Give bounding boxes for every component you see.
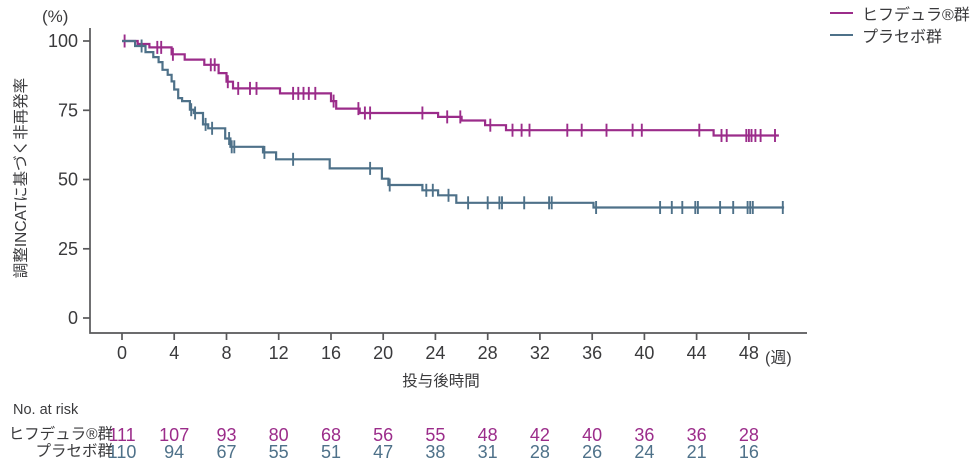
svg-text:48: 48 — [739, 343, 759, 363]
legend-item-hifdura: ヒフデュラ®群 — [830, 2, 970, 24]
svg-text:8: 8 — [221, 343, 231, 363]
svg-text:55: 55 — [269, 442, 289, 461]
svg-text:36: 36 — [582, 343, 602, 363]
svg-text:26: 26 — [582, 442, 602, 461]
svg-text:28: 28 — [478, 343, 498, 363]
svg-text:21: 21 — [687, 442, 707, 461]
svg-text:107: 107 — [159, 425, 189, 445]
svg-text:28: 28 — [739, 425, 759, 445]
hifdura-line-swatch — [830, 11, 853, 15]
km-curve — [122, 39, 785, 209]
at-risk-row-label-hifdura: ヒフデュラ®群 — [8, 426, 113, 443]
svg-text:28: 28 — [530, 442, 550, 461]
svg-text:80: 80 — [269, 425, 289, 445]
svg-text:24: 24 — [634, 442, 654, 461]
svg-text:100: 100 — [48, 31, 78, 51]
x-axis-title: 投与後時間 — [402, 373, 480, 390]
svg-text:20: 20 — [373, 343, 393, 363]
svg-text:25: 25 — [58, 239, 78, 259]
axes — [89, 28, 807, 334]
at-risk-row-0: 111 107 93 80 68 56 55 48 42 40 36 36 28 — [108, 425, 759, 445]
series-1 — [122, 39, 785, 214]
x-axis-ticks: 0 4 8 12 16 20 24 28 32 36 40 44 48 — [117, 333, 759, 363]
y-axis-unit-label: (%) — [42, 7, 69, 26]
at-risk-row-1: 110 94 67 55 51 47 38 31 28 26 24 21 16 — [108, 442, 759, 461]
km-curve — [122, 39, 779, 137]
svg-text:68: 68 — [321, 425, 341, 445]
x-axis-unit-label: (週) — [765, 350, 792, 367]
legend: ヒフデュラ®群 プラセボ群 — [830, 2, 970, 46]
svg-text:40: 40 — [582, 425, 602, 445]
svg-text:50: 50 — [58, 170, 78, 190]
svg-text:94: 94 — [164, 442, 184, 461]
legend-item-placebo: プラセボ群 — [830, 24, 970, 46]
svg-text:4: 4 — [169, 343, 179, 363]
svg-text:31: 31 — [478, 442, 498, 461]
svg-text:110: 110 — [108, 442, 137, 461]
svg-text:40: 40 — [634, 343, 654, 363]
svg-text:36: 36 — [634, 425, 654, 445]
svg-text:44: 44 — [687, 343, 707, 363]
svg-text:48: 48 — [478, 425, 498, 445]
svg-text:38: 38 — [425, 442, 445, 461]
svg-text:75: 75 — [58, 100, 78, 120]
at-risk-header: No. at risk — [13, 402, 79, 418]
svg-text:67: 67 — [216, 442, 236, 461]
svg-text:16: 16 — [321, 343, 341, 363]
svg-text:0: 0 — [68, 308, 78, 328]
svg-text:55: 55 — [425, 425, 445, 445]
series-0 — [122, 34, 779, 142]
legend-label-hifdura: ヒフデュラ®群 — [862, 7, 970, 24]
svg-text:111: 111 — [108, 425, 135, 445]
svg-text:47: 47 — [373, 442, 393, 461]
svg-text:93: 93 — [216, 425, 236, 445]
svg-text:51: 51 — [321, 442, 341, 461]
y-axis-title: 調整INCATに基づく非再発率 — [13, 77, 30, 279]
svg-text:24: 24 — [425, 343, 445, 363]
svg-text:56: 56 — [373, 425, 393, 445]
svg-text:42: 42 — [530, 425, 550, 445]
svg-text:16: 16 — [739, 442, 759, 461]
svg-text:32: 32 — [530, 343, 550, 363]
at-risk-row-label-placebo: プラセボ群 — [35, 443, 113, 460]
legend-label-placebo: プラセボ群 — [862, 29, 943, 46]
y-axis-ticks: 0 25 50 75 100 — [48, 31, 90, 328]
placebo-line-swatch — [830, 33, 853, 37]
svg-text:36: 36 — [687, 425, 707, 445]
svg-text:0: 0 — [117, 343, 127, 363]
svg-text:12: 12 — [269, 343, 289, 363]
